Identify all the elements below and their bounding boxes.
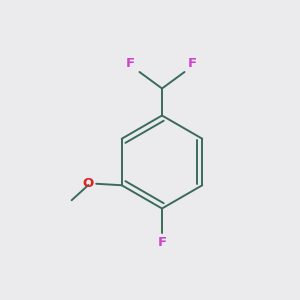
Text: F: F bbox=[188, 57, 196, 70]
Text: F: F bbox=[126, 57, 135, 70]
Text: F: F bbox=[158, 236, 166, 248]
Text: O: O bbox=[82, 177, 93, 190]
